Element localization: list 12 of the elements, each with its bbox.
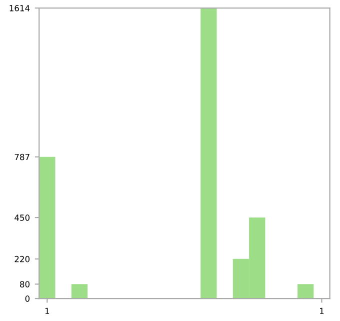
y-tick-label: 80	[20, 281, 30, 288]
y-tick-label: 787	[14, 154, 30, 160]
x-tick-label: 1	[45, 308, 50, 314]
y-tick-label: 450	[14, 214, 30, 221]
bar	[71, 284, 88, 299]
bar	[298, 284, 314, 299]
bar	[200, 8, 217, 299]
x-tick-label: 1	[320, 308, 324, 314]
y-tick-label: 220	[14, 256, 30, 262]
y-tick-label: 0	[25, 296, 30, 302]
y-tick-label: 1614	[10, 5, 30, 12]
bar	[39, 156, 56, 299]
